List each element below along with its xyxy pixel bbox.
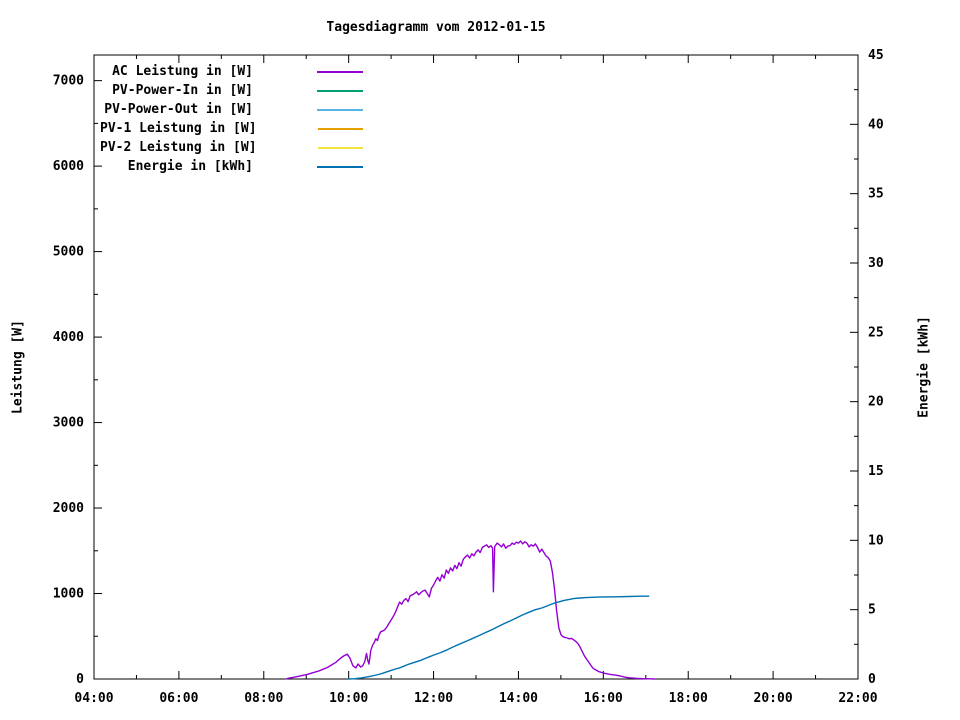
legend-row-pv-power-out: PV-Power-Out in [W] [100,100,363,119]
x-tick-label: 08:00 [244,691,283,706]
y-left-tick-label: 7000 [53,74,84,89]
y-left-tick-label: 5000 [53,245,84,260]
legend-label-ac-leistung: AC Leistung in [W] [112,64,253,79]
y-right-tick-label: 45 [868,48,884,63]
x-tick-label: 14:00 [499,691,538,706]
y-left-tick-label: 4000 [53,330,84,345]
y-left-tick-label: 1000 [53,587,84,602]
chart-title: Tagesdiagramm vom 2012-01-15 [326,20,546,35]
legend-line-sample-pv2-leistung [318,146,363,149]
series-energie-line [348,595,650,680]
x-tick-label: 18:00 [669,691,708,706]
legend-label-pv-power-in: PV-Power-In in [W] [112,83,253,98]
x-tick-label: 20:00 [754,691,793,706]
legend-line-sample-pv-power-in [317,89,363,92]
legend-row-ac-leistung: AC Leistung in [W] [100,62,363,81]
y-right-tick-label: 0 [868,672,876,687]
y-right-tick-label: 40 [868,117,884,132]
x-tick-label: 12:00 [414,691,453,706]
y-right-tick-label: 10 [868,533,884,548]
y-left-tick-label: 3000 [53,416,84,431]
legend-label-energie: Energie in [kWh] [127,159,253,174]
y-right-tick-label: 20 [868,395,884,410]
legend-row-pv2-leistung: PV-2 Leistung in [W] [100,138,363,157]
y-left-tick-label: 6000 [53,159,84,174]
legend-row-energie: Energie in [kWh] [100,157,363,176]
legend-label-pv-power-out: PV-Power-Out in [W] [104,102,253,117]
y-right-axis-label: Energie [kWh] [916,316,932,418]
y-right-tick-label: 35 [868,187,884,202]
x-tick-label: 16:00 [584,691,623,706]
x-tick-label: 22:00 [838,691,877,706]
x-tick-label: 06:00 [159,691,198,706]
legend-line-sample-pv-power-out [317,108,363,111]
legend-row-pv1-leistung: PV-1 Leistung in [W] [100,119,363,138]
x-tick-label: 04:00 [74,691,113,706]
y-left-tick-label: 2000 [53,501,84,516]
series-ac-leistung-line [285,540,655,680]
y-left-tick-label: 0 [76,672,84,687]
y-right-tick-label: 15 [868,464,884,479]
legend-line-sample-energie [317,165,363,168]
legend-label-pv1-leistung: PV-1 Leistung in [W] [100,121,257,136]
y-right-tick-label: 25 [868,325,884,340]
legend-label-pv2-leistung: PV-2 Leistung in [W] [100,140,257,155]
legend-line-sample-pv1-leistung [318,127,363,130]
legend-row-pv-power-in: PV-Power-In in [W] [100,81,363,100]
legend-line-sample-ac-leistung [317,70,363,73]
x-tick-label: 10:00 [329,691,368,706]
y-right-tick-label: 5 [868,603,876,618]
legend: AC Leistung in [W] PV-Power-In in [W] PV-P… [100,62,363,176]
y-right-tick-label: 30 [868,256,884,271]
y-left-axis-label: Leistung [W] [10,320,26,414]
